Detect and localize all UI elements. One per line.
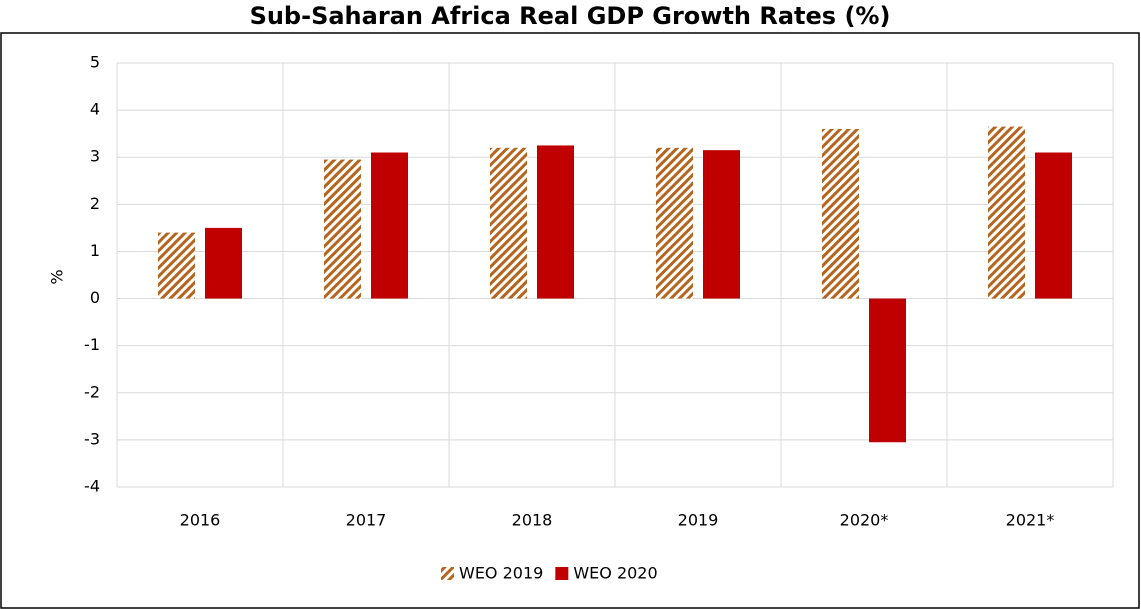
y-tick-label: -1 <box>84 335 100 354</box>
legend-label: WEO 2019 <box>459 564 543 583</box>
y-tick-label: -3 <box>84 429 100 448</box>
x-tick-label: 2017 <box>346 511 387 530</box>
bar <box>869 298 906 443</box>
bar <box>537 145 574 299</box>
y-tick-label: 4 <box>90 100 100 119</box>
y-axis-label: % <box>48 269 67 284</box>
x-tick-label: 2019 <box>678 511 719 530</box>
bar <box>158 232 195 299</box>
bar <box>205 227 242 299</box>
x-tick-label: 2021* <box>1006 511 1055 530</box>
x-tick-label: 2016 <box>180 511 221 530</box>
bar <box>371 152 408 299</box>
chart-frame <box>0 32 1140 609</box>
y-tick-label: 1 <box>90 241 100 260</box>
bar <box>988 126 1025 299</box>
bar <box>822 128 859 299</box>
bar <box>703 150 740 299</box>
bar <box>324 159 361 299</box>
y-tick-label: 2 <box>90 194 100 213</box>
bar <box>656 147 693 299</box>
chart-title: Sub-Saharan Africa Real GDP Growth Rates… <box>250 2 891 30</box>
x-tick-label: 2020* <box>840 511 889 530</box>
x-tick-label: 2018 <box>512 511 553 530</box>
y-tick-label: -4 <box>84 477 100 496</box>
y-tick-label: 3 <box>90 147 100 166</box>
legend-label: WEO 2020 <box>573 564 657 583</box>
legend-swatch <box>555 567 569 580</box>
bar <box>1035 152 1072 299</box>
bar <box>490 147 527 299</box>
y-tick-label: 5 <box>90 53 100 72</box>
y-tick-label: 0 <box>90 288 100 307</box>
y-tick-label: -2 <box>84 382 100 401</box>
legend-swatch <box>441 567 454 580</box>
